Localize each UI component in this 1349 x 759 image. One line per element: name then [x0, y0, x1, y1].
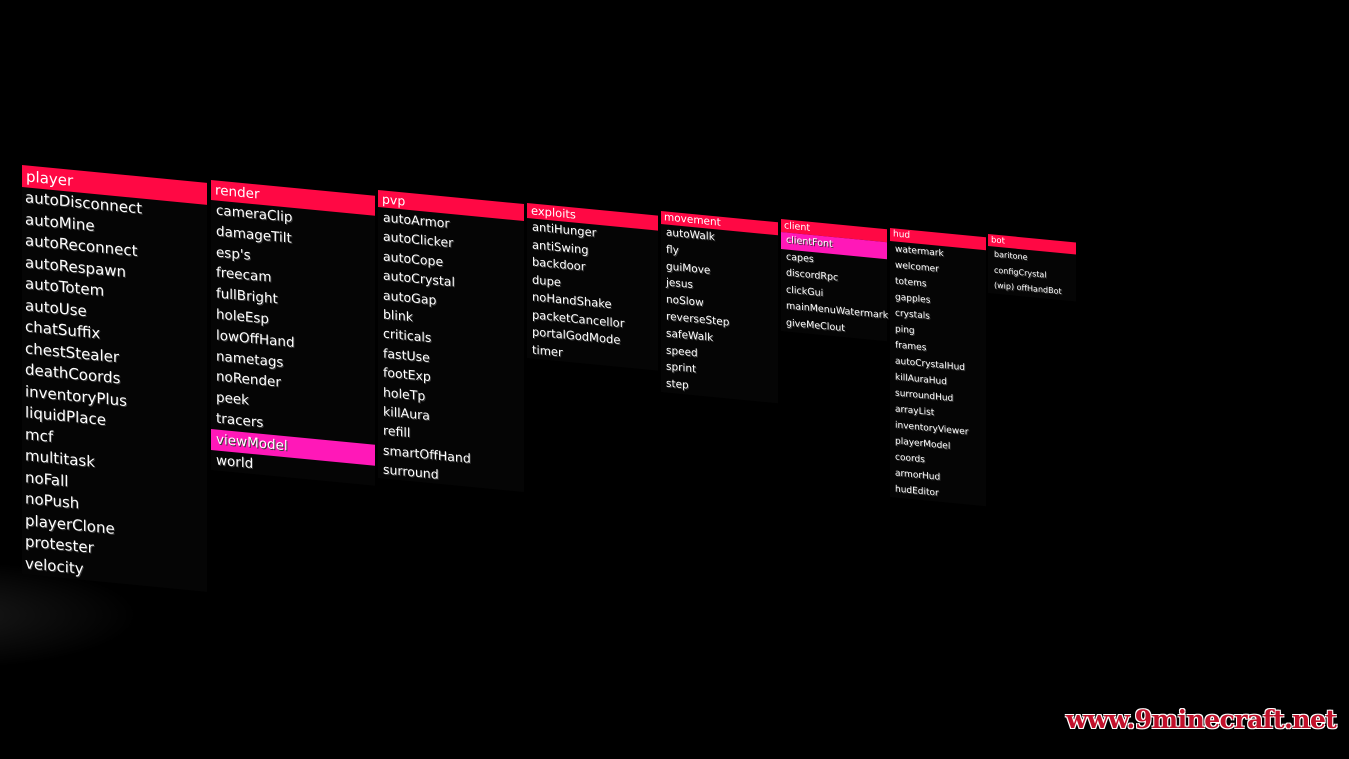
- panel-items-client: clientFont capes discordRpc clickGui mainMen…: [781, 232, 888, 341]
- panel-exploits: exploits antiHunger antiSwing backdoor dupe…: [527, 203, 658, 371]
- panel-hud: hud watermark welcomer totems gapples crysta…: [890, 228, 986, 507]
- site-watermark: www.9minecraft.net: [1066, 705, 1337, 734]
- panel-items-pvp: autoArmor autoClicker autoCope autoCrystal a…: [378, 207, 524, 493]
- panel-pvp: pvp autoArmor autoClicker autoCope autoCrys…: [378, 190, 524, 493]
- panel-items-hud: watermark welcomer totems gapples crystals pi…: [890, 241, 986, 506]
- panel-bot: bot baritone configCrystal (wip) offHandBo…: [988, 234, 1076, 301]
- panel-items-player: autoDisconnect autoMine autoReconnect autoR…: [22, 187, 207, 592]
- panel-render: render cameraClip damageTilt esp's freecam f…: [211, 180, 375, 487]
- panel-items-render: cameraClip damageTilt esp's freecam fullBrig…: [211, 200, 375, 486]
- panel-movement: movement autoWalk fly guiMove jesus noSlow re…: [661, 211, 778, 404]
- panel-player: player autoDisconnect autoMine autoReconne…: [22, 165, 207, 592]
- panel-items-movement: autoWalk fly guiMove jesus noSlow reverseStep…: [661, 224, 778, 403]
- panel-items-bot: baritone configCrystal (wip) offHandBot: [988, 246, 1076, 301]
- panel-client: client clientFont capes discordRpc clickGui…: [781, 219, 888, 342]
- panel-items-exploits: antiHunger antiSwing backdoor dupe noHandSha…: [527, 218, 658, 371]
